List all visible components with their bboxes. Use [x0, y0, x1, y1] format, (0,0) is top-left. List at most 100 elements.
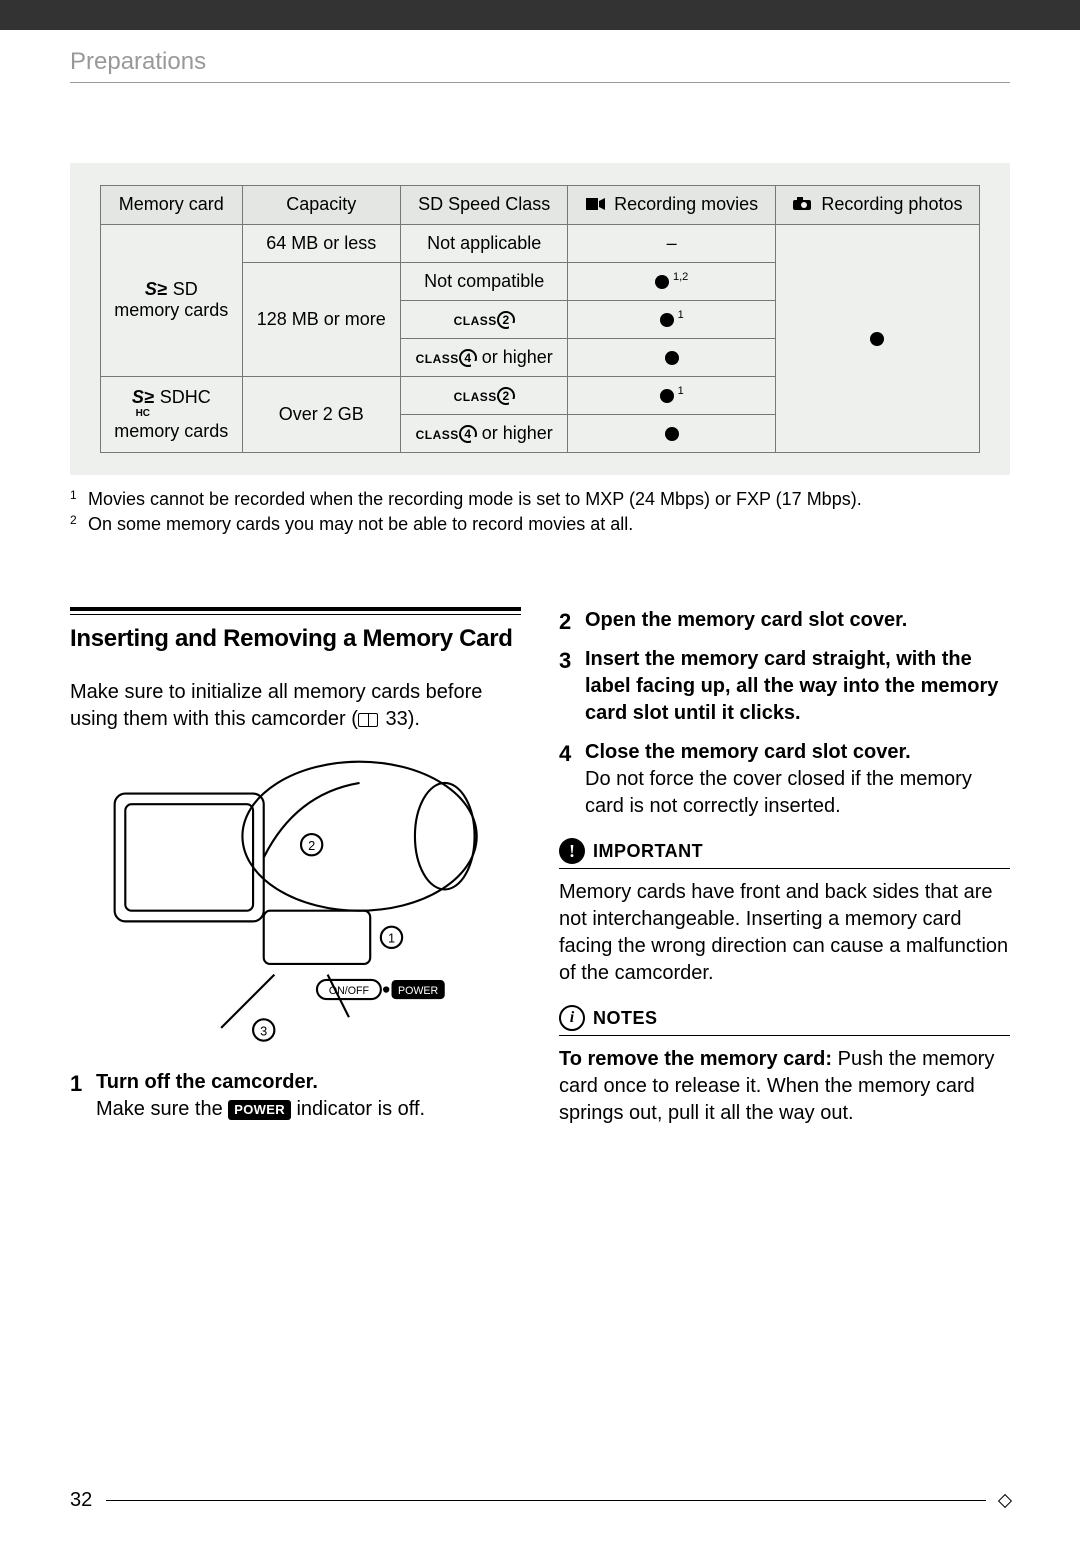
- steps-right: Open the memory card slot cover. Insert …: [559, 607, 1010, 820]
- dot-icon: [660, 389, 674, 403]
- sup-12: 1,2: [673, 271, 688, 283]
- section-rule-thin: [70, 614, 521, 615]
- cell-nc: Not compatible: [400, 262, 567, 300]
- th-rec-movies: Recording movies: [568, 186, 775, 225]
- cell-cap-128: 128 MB or more: [242, 262, 400, 376]
- step-4-body: Do not force the cover closed if the mem…: [585, 766, 1010, 820]
- class-word: CLASS: [416, 352, 459, 366]
- memory-card-table-block: Memory card Capacity SD Speed Class Reco…: [70, 163, 1010, 475]
- onoff-label: ON/OFF: [329, 985, 370, 997]
- step-2-title: Open the memory card slot cover.: [585, 609, 907, 631]
- header-rule: [70, 82, 1010, 83]
- memory-card-table: Memory card Capacity SD Speed Class Reco…: [100, 185, 980, 453]
- important-icon: !: [559, 838, 585, 864]
- dot-icon: [655, 275, 669, 289]
- sup-1: 1: [678, 309, 684, 321]
- right-column: Open the memory card slot cover. Insert …: [559, 607, 1010, 1135]
- cell-class4-b: CLASS4 or higher: [400, 414, 567, 452]
- notes-text: To remove the memory card: Push the memo…: [559, 1046, 1010, 1127]
- dot-icon: [665, 351, 679, 365]
- th-capacity: Capacity: [242, 186, 400, 225]
- dot-icon: [665, 427, 679, 441]
- cell-sdhc-cards: S≥HC SDHC memory cards: [101, 376, 243, 452]
- important-label: IMPORTANT: [593, 841, 703, 862]
- power-label: POWER: [398, 985, 438, 997]
- camera-icon: [792, 195, 812, 216]
- footnote-num-1: 1: [70, 487, 88, 512]
- important-rule: [559, 868, 1010, 869]
- dot-icon: [660, 313, 674, 327]
- cell-na: Not applicable: [400, 224, 567, 262]
- sdhc-sublabel: memory cards: [107, 421, 236, 442]
- notes-rule: [559, 1035, 1010, 1036]
- intro-text: Make sure to initialize all memory cards…: [70, 679, 521, 733]
- step-1-body-a: Make sure the: [96, 1098, 228, 1120]
- footer-diamond-icon: [998, 1493, 1012, 1507]
- section-rule-thick: [70, 607, 521, 611]
- cell-cap-2gb: Over 2 GB: [242, 376, 400, 452]
- class-2-icon: 2: [497, 387, 515, 405]
- sdhc-label: SDHC: [160, 387, 211, 407]
- footnote-2: On some memory cards you may not be able…: [88, 512, 633, 537]
- footer-line: [106, 1500, 986, 1501]
- power-badge: POWER: [228, 1100, 291, 1120]
- important-text: Memory cards have front and back sides t…: [559, 879, 1010, 987]
- dot-icon: [870, 332, 884, 346]
- page-footer: 32: [70, 1489, 1010, 1512]
- cell-movies-dot-1b: 1: [568, 376, 775, 414]
- left-column: Inserting and Removing a Memory Card Mak…: [70, 607, 521, 1135]
- svg-text:1: 1: [388, 931, 395, 946]
- step-2: Open the memory card slot cover.: [559, 607, 1010, 634]
- cell-movies-dot-1a: 1: [568, 300, 775, 338]
- class-4-icon: 4: [459, 349, 477, 367]
- camcorder-illustration: 2 1 3 ON/OFF POWER: [104, 751, 487, 1049]
- breadcrumb: Preparations: [70, 48, 1010, 76]
- info-icon: i: [559, 1005, 585, 1031]
- important-header: ! IMPORTANT: [559, 838, 1010, 864]
- section-title: Inserting and Removing a Memory Card: [70, 625, 521, 653]
- footnote-1: Movies cannot be recorded when the recor…: [88, 487, 862, 512]
- cell-photos-dot: [775, 224, 979, 452]
- sd-logo-icon: S≥: [145, 279, 167, 300]
- intro-a: Make sure to initialize all memory cards…: [70, 681, 482, 730]
- movie-icon: [585, 195, 605, 216]
- sdhc-logo-icon: S≥HC: [132, 387, 154, 419]
- cell-movies-dash: –: [568, 224, 775, 262]
- intro-ref: 33).: [380, 708, 420, 730]
- th-memory-card: Memory card: [101, 186, 243, 225]
- or-higher-b: or higher: [477, 423, 553, 443]
- step-4: Close the memory card slot cover. Do not…: [559, 739, 1010, 820]
- th-rec-photos-text: Recording photos: [821, 194, 962, 214]
- class-2-icon: 2: [497, 311, 515, 329]
- step-3-title: Insert the memory card straight, with th…: [585, 648, 998, 724]
- sd-sublabel: memory cards: [107, 300, 236, 321]
- th-rec-photos: Recording photos: [775, 186, 979, 225]
- steps-left: Turn off the camcorder. Make sure the PO…: [70, 1069, 521, 1123]
- step-1-body-b: indicator is off.: [291, 1098, 425, 1120]
- page-number: 32: [70, 1489, 92, 1512]
- class-word: CLASS: [454, 390, 497, 404]
- th-rec-movies-text: Recording movies: [614, 194, 758, 214]
- footnote-num-2: 2: [70, 512, 88, 537]
- class-word: CLASS: [416, 428, 459, 442]
- cell-movies-dot-b: [568, 414, 775, 452]
- cell-sd-cards: S≥SD memory cards: [101, 224, 243, 376]
- class-4-icon: 4: [459, 425, 477, 443]
- svg-text:2: 2: [308, 838, 315, 853]
- svg-text:3: 3: [260, 1023, 267, 1038]
- notes-label: NOTES: [593, 1008, 658, 1029]
- step-1: Turn off the camcorder. Make sure the PO…: [70, 1069, 521, 1123]
- cell-class2-a: CLASS2: [400, 300, 567, 338]
- th-speed-class: SD Speed Class: [400, 186, 567, 225]
- top-bar: [0, 0, 1080, 30]
- cell-movies-dot-12: 1,2: [568, 262, 775, 300]
- cell-movies-dot-a: [568, 338, 775, 376]
- notes-lead: To remove the memory card:: [559, 1048, 838, 1070]
- step-4-title: Close the memory card slot cover.: [585, 741, 911, 763]
- footnotes: 1Movies cannot be recorded when the reco…: [70, 487, 1010, 537]
- book-icon: [358, 713, 378, 727]
- class-word: CLASS: [454, 314, 497, 328]
- step-1-title: Turn off the camcorder.: [96, 1071, 318, 1093]
- notes-header: i NOTES: [559, 1005, 1010, 1031]
- cell-cap-64: 64 MB or less: [242, 224, 400, 262]
